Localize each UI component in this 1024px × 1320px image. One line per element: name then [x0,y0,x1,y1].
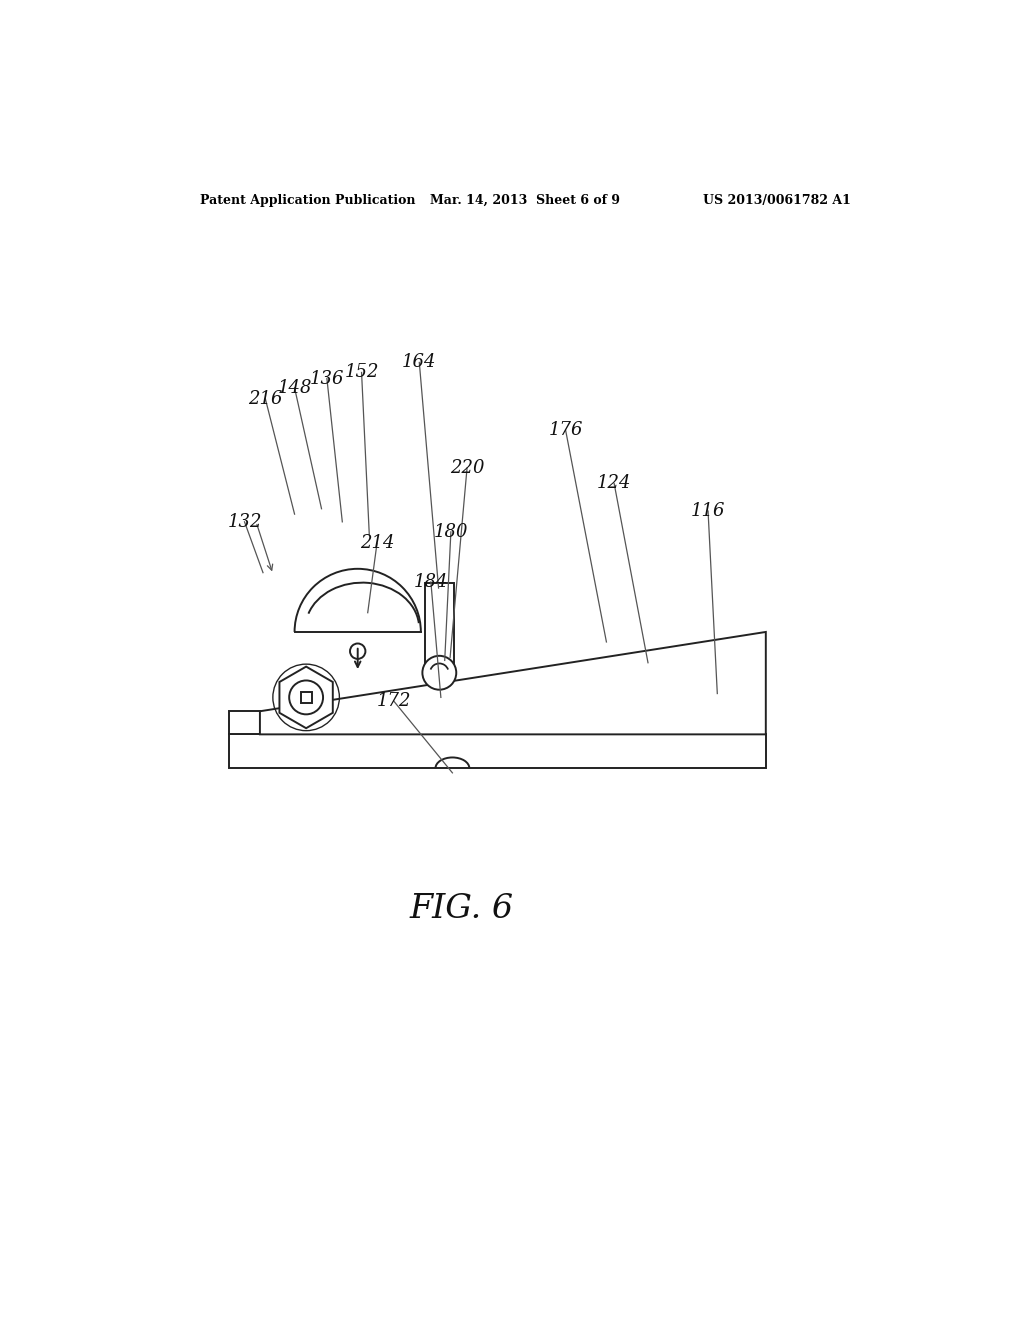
Polygon shape [229,711,260,734]
Text: 184: 184 [414,573,449,591]
Text: Patent Application Publication: Patent Application Publication [200,194,416,207]
Text: 172: 172 [377,692,412,710]
Text: FIG. 6: FIG. 6 [410,894,514,925]
Text: 164: 164 [402,354,436,371]
Text: 132: 132 [227,513,262,531]
Text: 180: 180 [433,523,468,541]
Text: 116: 116 [691,502,725,520]
Text: 220: 220 [450,459,484,477]
Polygon shape [260,632,766,734]
Text: 214: 214 [359,535,394,552]
Text: 216: 216 [248,389,283,408]
Circle shape [289,681,323,714]
Text: US 2013/0061782 A1: US 2013/0061782 A1 [702,194,851,207]
Circle shape [350,644,366,659]
Polygon shape [280,667,333,729]
Bar [301,692,311,702]
Text: 152: 152 [344,363,379,381]
Text: 136: 136 [309,370,344,388]
Polygon shape [229,734,766,768]
Text: 124: 124 [597,474,632,492]
Text: 176: 176 [549,421,583,440]
Text: Mar. 14, 2013  Sheet 6 of 9: Mar. 14, 2013 Sheet 6 of 9 [430,194,620,207]
Text: 148: 148 [278,379,312,397]
Polygon shape [425,583,454,663]
Circle shape [422,656,457,689]
